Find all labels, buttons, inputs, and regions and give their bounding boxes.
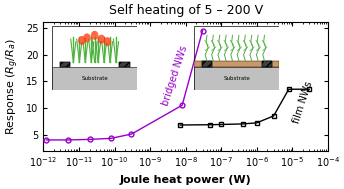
X-axis label: Joule heat power (W): Joule heat power (W) xyxy=(120,175,251,185)
Text: bridged NWs: bridged NWs xyxy=(161,45,189,107)
Title: Self heating of 5 – 200 V: Self heating of 5 – 200 V xyxy=(109,4,263,17)
Text: film NWs: film NWs xyxy=(291,80,314,125)
Y-axis label: Response ($R_g$/$R_a$): Response ($R_g$/$R_a$) xyxy=(4,38,21,135)
